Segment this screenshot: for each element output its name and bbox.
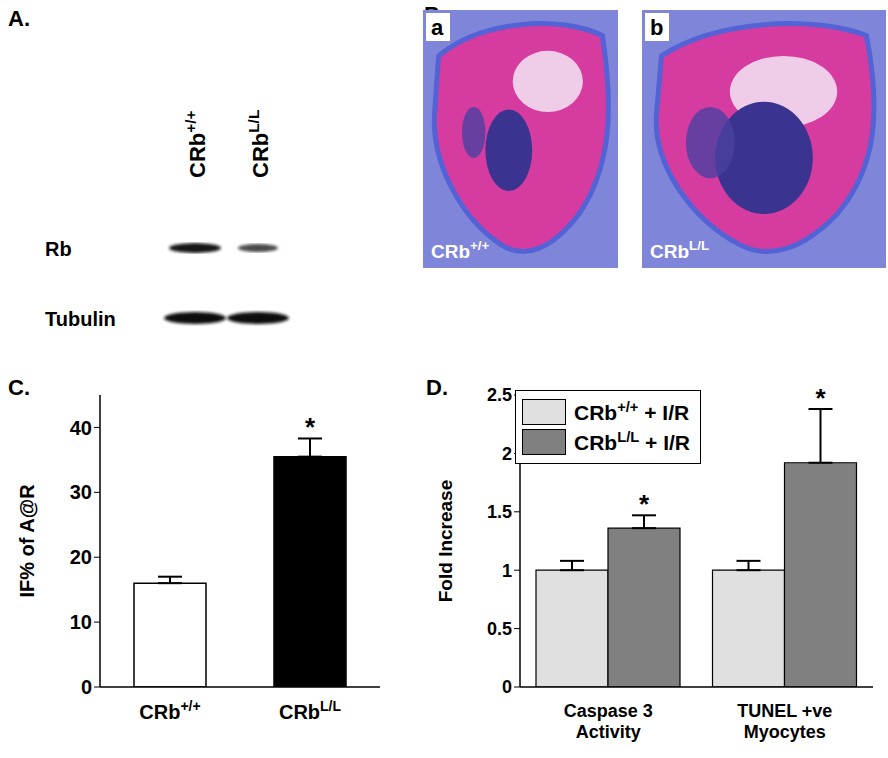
svg-text:CRb+/+: CRb+/+	[182, 111, 210, 178]
svg-text:1: 1	[502, 561, 512, 581]
svg-text:30: 30	[70, 481, 92, 503]
svg-text:A.: A.	[8, 6, 30, 31]
svg-text:2: 2	[502, 444, 512, 464]
svg-text:TUNEL +ve: TUNEL +ve	[737, 701, 832, 721]
svg-text:2.5: 2.5	[487, 385, 512, 405]
svg-text:*: *	[815, 383, 826, 413]
svg-text:0: 0	[502, 677, 512, 697]
svg-text:Activity: Activity	[576, 722, 641, 742]
svg-text:C.: C.	[8, 375, 30, 400]
svg-text:40: 40	[70, 417, 92, 439]
svg-text:a: a	[431, 15, 444, 40]
svg-text:*: *	[639, 489, 650, 519]
svg-text:10: 10	[70, 611, 92, 633]
svg-text:0: 0	[81, 676, 92, 698]
svg-text:Caspase 3: Caspase 3	[564, 701, 653, 721]
svg-text:1.5: 1.5	[487, 502, 512, 522]
svg-text:CRbL/L: CRbL/L	[245, 110, 273, 178]
svg-text:CRbL/L: CRbL/L	[650, 238, 709, 262]
svg-text:Rb: Rb	[45, 238, 72, 260]
svg-text:Fold Increase: Fold Increase	[435, 480, 456, 603]
svg-text:20: 20	[70, 546, 92, 568]
svg-text:CRbL/L: CRbL/L	[279, 698, 342, 723]
svg-text:b: b	[650, 15, 663, 40]
html-text:CRbL/L+ I/R: CRbL/L+ I/R	[574, 429, 690, 454]
svg-text:IF% of A@R: IF% of A@R	[16, 484, 38, 598]
svg-text:CRb+/+: CRb+/+	[431, 238, 490, 262]
svg-text:Myocytes: Myocytes	[744, 722, 826, 742]
html-text:CRb+/++ I/R: CRb+/++ I/R	[574, 399, 690, 424]
svg-text:Tubulin: Tubulin	[45, 308, 116, 330]
svg-text:*: *	[305, 412, 316, 442]
svg-text:0.5: 0.5	[487, 619, 512, 639]
svg-text:CRb+/+: CRb+/+	[139, 698, 200, 723]
svg-text:D.: D.	[426, 375, 448, 400]
